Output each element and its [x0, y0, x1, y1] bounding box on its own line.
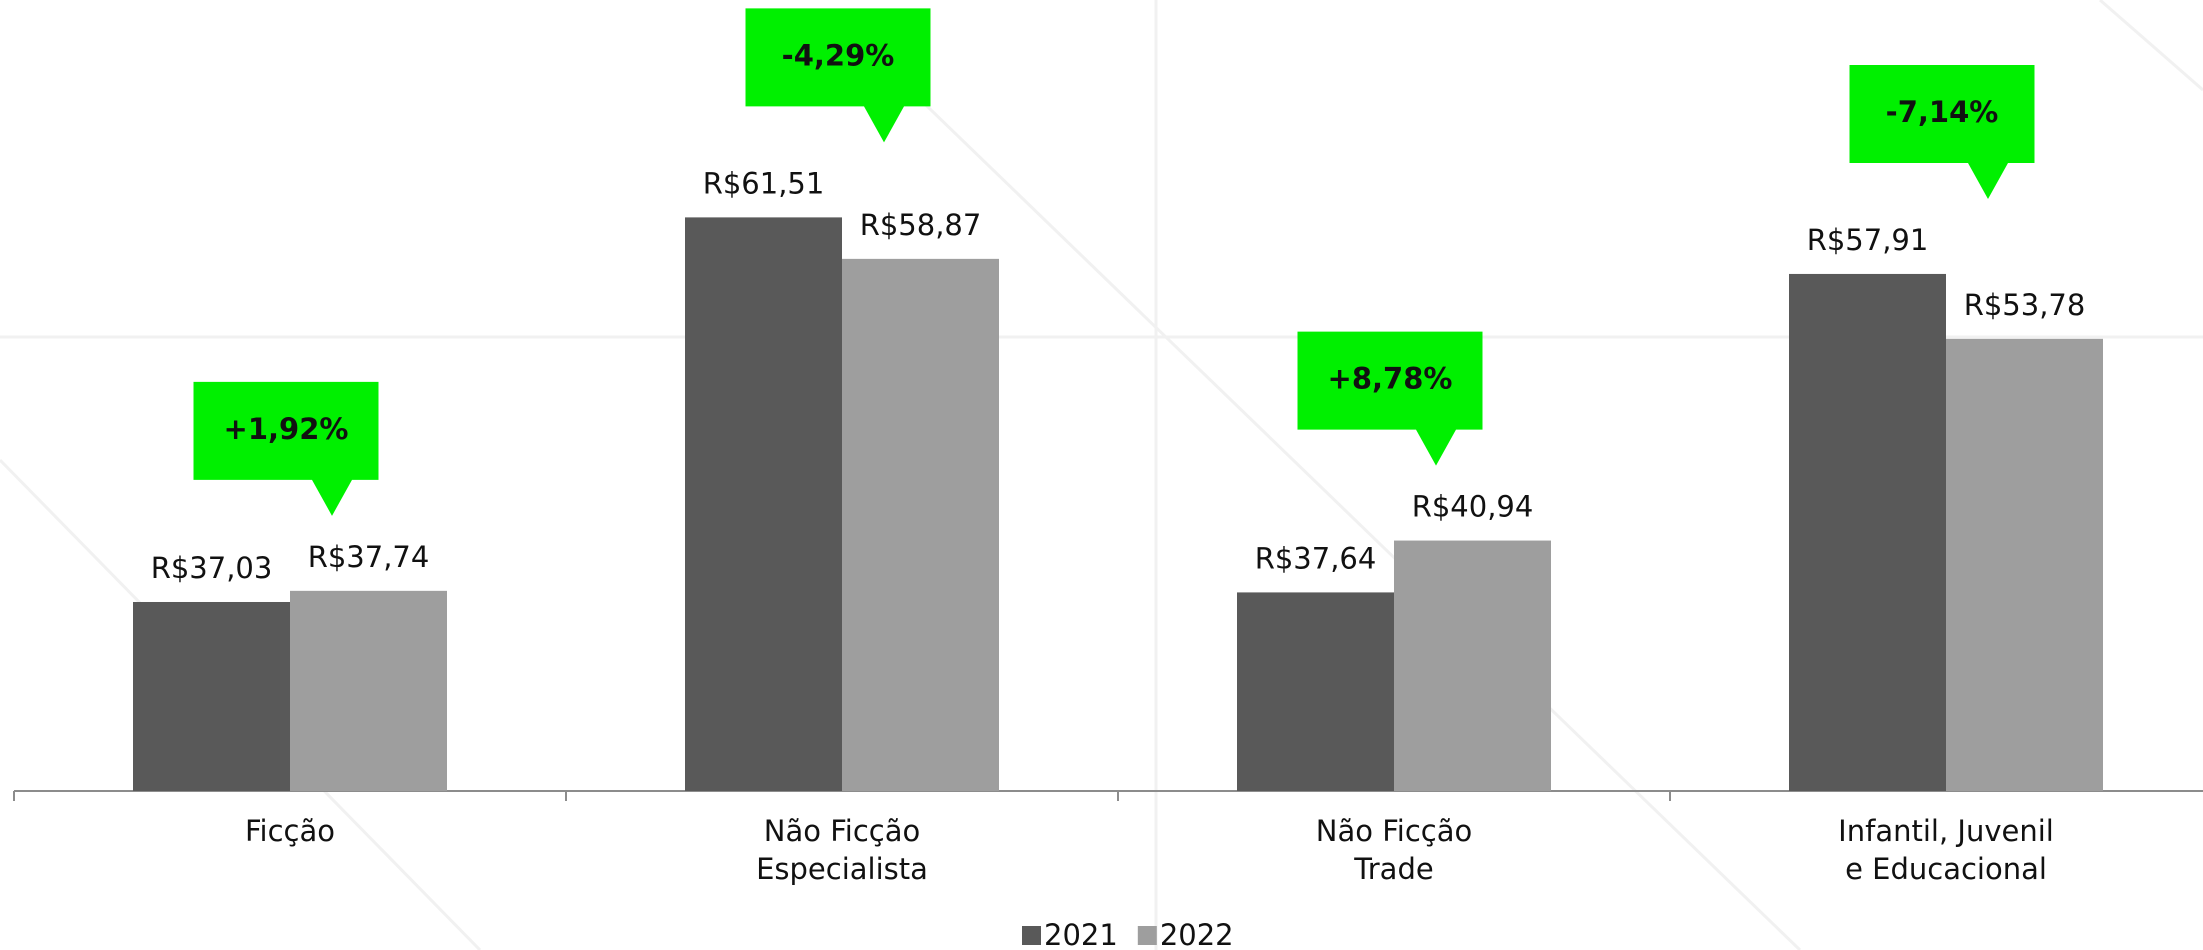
- callout-label: +8,78%: [1328, 362, 1453, 396]
- x-tick-label: Infantil, Juvenil e Educacional: [1838, 814, 2054, 886]
- callout: [1297, 331, 1483, 466]
- callout: [193, 381, 379, 516]
- callout-label: -7,14%: [1886, 95, 1999, 129]
- bar: [133, 601, 290, 791]
- bar: [1394, 540, 1551, 791]
- x-tick-label: Ficção: [245, 814, 335, 848]
- x-tick-label-line: e Educacional: [1845, 852, 2047, 886]
- callout-label: -4,29%: [782, 38, 895, 72]
- data-label: R$53,78: [1964, 288, 2086, 322]
- callout: [745, 8, 931, 143]
- x-tick-label: Não Ficção Trade: [1316, 814, 1472, 886]
- x-tick-label-line: Ficção: [245, 814, 335, 848]
- bar: [1946, 338, 2103, 791]
- bar: [1789, 273, 1946, 791]
- data-label: R$37,03: [151, 551, 273, 585]
- data-label: R$57,91: [1807, 223, 1929, 257]
- data-label: R$58,87: [860, 208, 982, 242]
- callout-label: +1,92%: [224, 412, 349, 446]
- legend-label: 2021: [1044, 918, 1118, 950]
- legend-swatch: [1022, 926, 1041, 945]
- x-tick-label: Não Ficção Especialista: [756, 814, 928, 886]
- x-tick-label-line: Não Ficção: [764, 814, 920, 848]
- x-tick-label-line: Infantil, Juvenil: [1838, 814, 2054, 848]
- data-label: R$37,64: [1255, 541, 1377, 575]
- callout: [1849, 64, 2035, 199]
- data-label: R$37,74: [308, 540, 430, 574]
- bar: [290, 590, 447, 791]
- x-tick-label-line: Especialista: [756, 852, 928, 886]
- bar: [842, 258, 999, 792]
- x-tick-label-line: Não Ficção: [1316, 814, 1472, 848]
- legend-label: 2022: [1160, 918, 1234, 950]
- data-label: R$40,94: [1412, 490, 1534, 524]
- data-label: R$61,51: [703, 166, 825, 200]
- x-tick-label-line: Trade: [1353, 852, 1433, 886]
- bar: [685, 217, 842, 791]
- legend-swatch: [1137, 926, 1157, 945]
- bar: [1237, 592, 1394, 791]
